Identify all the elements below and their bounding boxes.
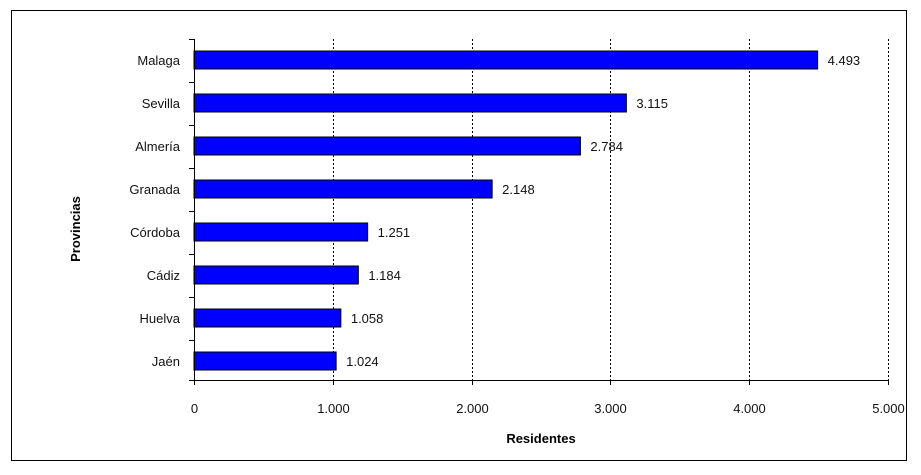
x-tick-label-2: 2.000 — [456, 401, 489, 416]
bar-6 — [193, 308, 342, 328]
grid-lines — [333, 39, 889, 380]
x-tick-label-1: 1.000 — [317, 401, 350, 416]
category-label-3: Granada — [129, 182, 180, 197]
value-label-5: 1.184 — [368, 268, 401, 283]
bar-3 — [193, 179, 493, 199]
bar-5 — [193, 265, 359, 285]
x-tick-label-5: 5.000 — [872, 401, 905, 416]
value-label-1: 3.115 — [636, 96, 668, 111]
x-tick-label-0: 0 — [191, 401, 198, 416]
x-tick-label-4: 4.000 — [733, 401, 766, 416]
category-label-0: Malaga — [137, 53, 180, 68]
value-label-6: 1.058 — [351, 311, 384, 326]
value-label-2: 2.784 — [590, 139, 623, 154]
y-axis-title: Provincias — [68, 196, 83, 262]
bars — [193, 50, 819, 371]
category-label-4: Córdoba — [130, 225, 181, 240]
value-label-7: 1.024 — [346, 354, 379, 369]
bar-7 — [193, 351, 337, 371]
value-label-4: 1.251 — [378, 225, 411, 240]
category-label-6: Huelva — [140, 311, 181, 326]
bar-1 — [193, 93, 627, 113]
category-label-1: Sevilla — [142, 96, 181, 111]
bar-2 — [193, 136, 581, 156]
value-label-3: 2.148 — [502, 182, 535, 197]
x-axis-title: Residentes — [506, 431, 575, 446]
category-label-7: Jaén — [152, 354, 180, 369]
labels: Malaga 4.493 Sevilla 3.115 Almería 2.784 Grana… — [129, 53, 904, 416]
bar-4 — [193, 222, 369, 242]
axes — [189, 39, 889, 385]
chart-frame — [11, 10, 907, 461]
value-label-0: 4.493 — [828, 53, 861, 68]
category-label-5: Cádiz — [147, 268, 180, 283]
x-tick-label-3: 3.000 — [594, 401, 627, 416]
bar-0 — [193, 50, 819, 70]
category-label-2: Almería — [135, 139, 181, 154]
